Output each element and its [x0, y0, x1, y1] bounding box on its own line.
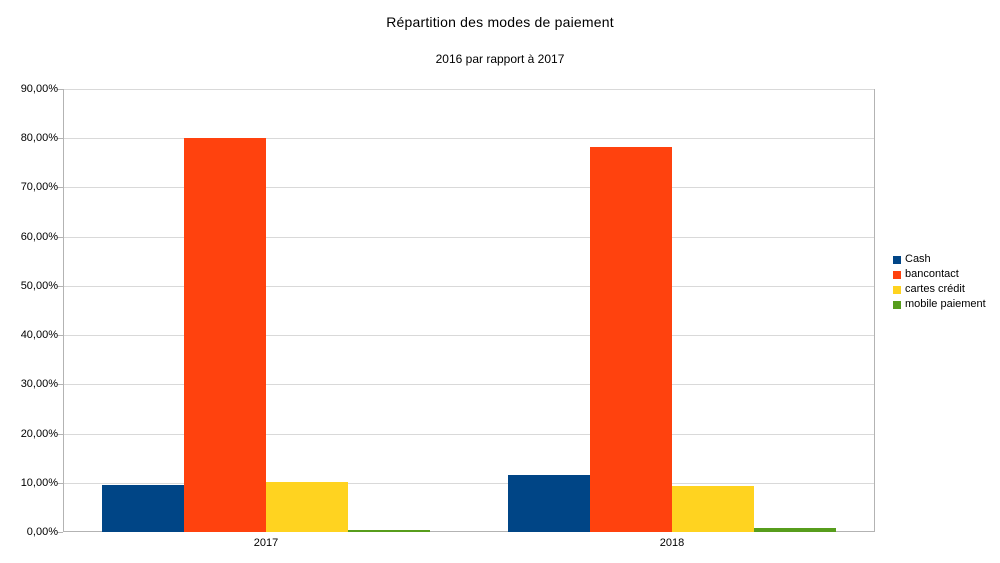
gridline — [63, 187, 875, 188]
bar-Cash-2018 — [508, 475, 590, 532]
y-axis-tick-mark — [57, 138, 63, 139]
legend-swatch-bancontact — [893, 270, 901, 279]
legend-swatch-Cash — [893, 255, 901, 264]
chart-subtitle: 2016 par rapport à 2017 — [435, 52, 565, 66]
gridline — [63, 237, 875, 238]
y-axis-tick-label: 80,00% — [20, 132, 58, 144]
y-axis-tick-label: 90,00% — [20, 83, 58, 95]
gridline — [63, 384, 875, 385]
legend-label: mobile paiement — [905, 298, 986, 310]
y-axis-tick-mark — [57, 335, 63, 336]
bar-mobile-paiement-2018 — [754, 528, 836, 532]
gridline — [63, 434, 875, 435]
bar-cartes-crédit-2017 — [266, 482, 348, 532]
x-axis-category-label: 2018 — [659, 537, 685, 549]
y-axis-tick-label: 60,00% — [20, 231, 58, 243]
bar-Cash-2017 — [102, 485, 184, 532]
y-axis-tick-mark — [57, 237, 63, 238]
y-axis-tick-label: 30,00% — [20, 378, 58, 390]
legend-item: mobile paiement — [893, 297, 986, 312]
y-axis-tick-label: 10,00% — [20, 477, 58, 489]
y-axis-tick-label: 70,00% — [20, 181, 58, 193]
legend-item: Cash — [893, 252, 986, 267]
legend: Cash bancontact cartes crédit mobile paieme… — [893, 252, 986, 312]
legend-label: bancontact — [905, 268, 959, 280]
gridline — [63, 335, 875, 336]
legend-item: cartes crédit — [893, 282, 986, 297]
y-axis-tick-mark — [57, 532, 63, 533]
legend-label: Cash — [905, 253, 931, 265]
y-axis-tick-mark — [57, 483, 63, 484]
y-axis-tick-label: 20,00% — [20, 428, 58, 440]
plot-area — [63, 89, 875, 532]
y-axis-tick-mark — [57, 434, 63, 435]
y-axis-tick-mark — [57, 89, 63, 90]
gridline — [63, 483, 875, 484]
legend-swatch-mobile-paiement — [893, 300, 901, 309]
gridline — [63, 286, 875, 287]
y-axis-tick-mark — [57, 286, 63, 287]
y-axis-tick-mark — [57, 187, 63, 188]
bar-bancontact-2017 — [184, 138, 266, 532]
bar-bancontact-2018 — [590, 147, 672, 532]
y-axis-tick-label: 50,00% — [20, 280, 58, 292]
y-axis-tick-label: 40,00% — [20, 329, 58, 341]
gridline — [63, 138, 875, 139]
gridline — [63, 89, 875, 90]
x-axis-line — [63, 531, 875, 532]
y-axis-tick-label: 0,00% — [26, 526, 58, 538]
bar-cartes-crédit-2018 — [672, 486, 754, 532]
legend-label: cartes crédit — [905, 283, 965, 295]
y-axis-line — [63, 89, 64, 532]
legend-swatch-cartes-crédit — [893, 285, 901, 294]
plot-right-border — [874, 89, 875, 532]
x-axis-category-label: 2017 — [253, 537, 279, 549]
y-axis-tick-mark — [57, 384, 63, 385]
legend-item: bancontact — [893, 267, 986, 282]
chart-title: Répartition des modes de paiement — [386, 14, 614, 30]
bar-mobile-paiement-2017 — [348, 530, 430, 532]
